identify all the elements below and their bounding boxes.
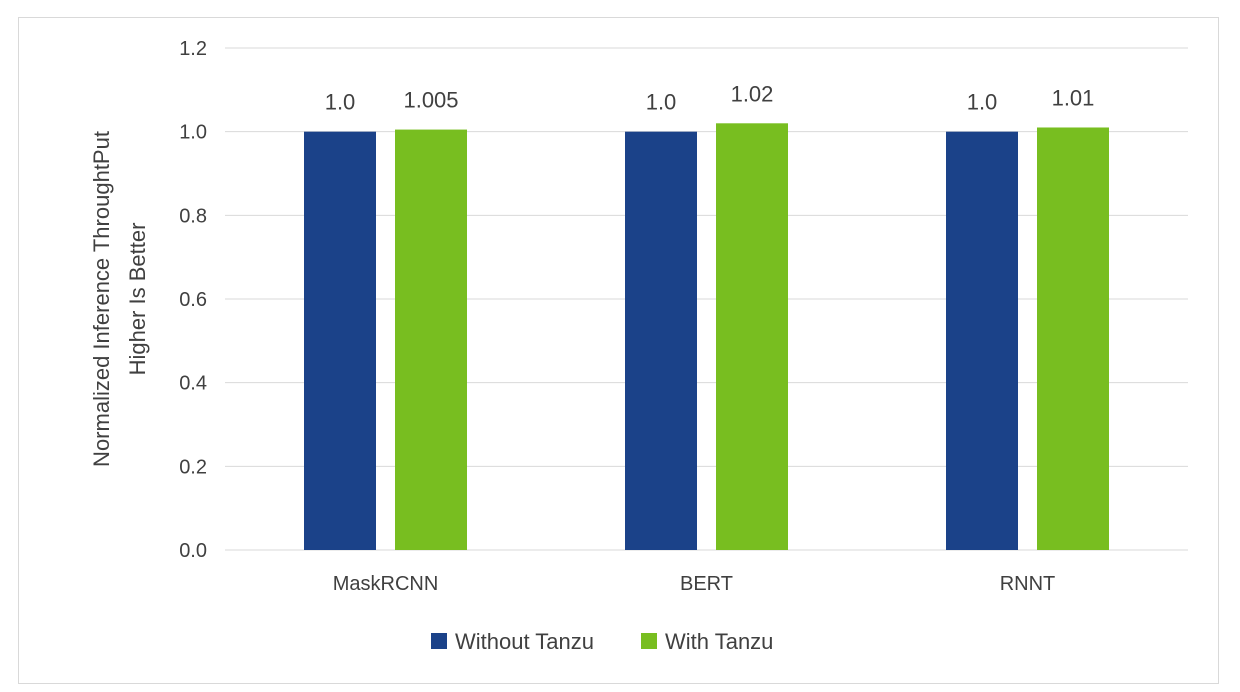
data-labels: 1.0 1.005 1.0 1.02 1.0 1.01: [325, 81, 1095, 114]
x-category-label: RNNT: [1000, 573, 1056, 595]
y-axis-title-line-1: Normalized Inference ThroughtPut: [89, 131, 114, 467]
bar-with-tanzu-rnnt: [1037, 127, 1109, 550]
data-label: 1.0: [646, 90, 677, 115]
y-tick-label: 0.6: [179, 289, 207, 311]
x-axis-labels: MaskRCNN BERT RNNT: [333, 573, 1056, 595]
data-label: 1.02: [731, 81, 774, 106]
y-tick-label: 1.0: [179, 122, 207, 144]
bar-without-tanzu-maskrcnn: [304, 131, 376, 550]
y-tick-label: 1.2: [179, 38, 207, 60]
bars: [304, 123, 1109, 551]
x-category-label: MaskRCNN: [333, 573, 439, 595]
bar-with-tanzu-maskrcnn: [395, 129, 467, 550]
legend-swatch-without-tanzu: [431, 633, 447, 649]
bar-with-tanzu-bert: [716, 123, 788, 551]
data-label: 1.005: [403, 88, 458, 113]
y-tick-label: 0.2: [179, 456, 207, 478]
x-category-label: BERT: [680, 573, 733, 595]
gridlines: [225, 47, 1188, 551]
y-axis-title-line-2: Higher Is Better: [125, 223, 150, 376]
bar-without-tanzu-bert: [625, 131, 697, 550]
y-tick-label: 0.0: [179, 540, 207, 562]
legend-label-without-tanzu: Without Tanzu: [455, 629, 594, 654]
data-label: 1.0: [325, 90, 356, 115]
data-label: 1.01: [1052, 85, 1095, 110]
legend-swatch-with-tanzu: [641, 633, 657, 649]
bar-without-tanzu-rnnt: [946, 131, 1018, 550]
y-tick-label: 0.8: [179, 205, 207, 227]
data-label: 1.0: [967, 90, 998, 115]
y-tick-label: 0.4: [179, 373, 207, 395]
legend-label-with-tanzu: With Tanzu: [665, 629, 773, 654]
chart-frame: [18, 17, 1219, 684]
y-axis-ticks: 0.0 0.2 0.4 0.6 0.8 1.0 1.2: [179, 38, 207, 562]
legend: Without Tanzu With Tanzu: [431, 629, 773, 654]
